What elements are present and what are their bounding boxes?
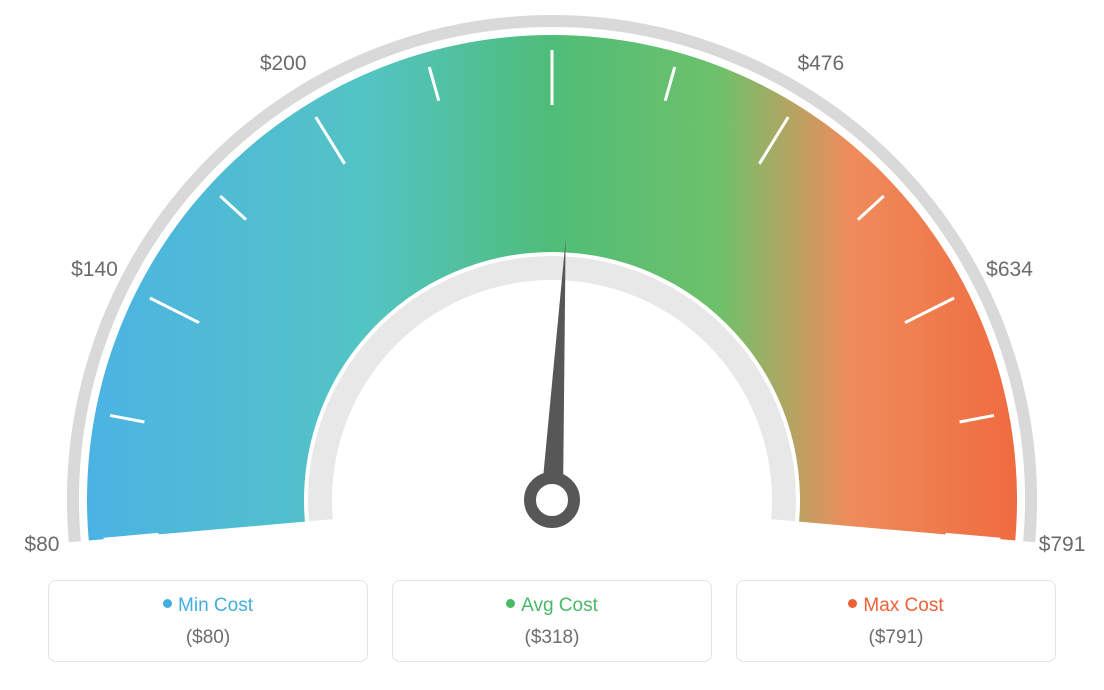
legend-card-min: Min Cost ($80) <box>48 580 368 662</box>
cost-gauge-chart: $80$140$200$318$476$634$791 Min Cost ($8… <box>0 0 1104 690</box>
legend-dot-max <box>848 599 857 608</box>
gauge-area: $80$140$200$318$476$634$791 <box>0 0 1104 560</box>
legend-label-avg: Avg Cost <box>521 595 598 616</box>
legend-card-max: Max Cost ($791) <box>736 580 1056 662</box>
legend-title-min: Min Cost <box>57 595 359 617</box>
legend-dot-avg <box>506 599 515 608</box>
gauge-tick-label: $80 <box>24 533 59 557</box>
legend-value-max: ($791) <box>745 627 1047 649</box>
legend-value-min: ($80) <box>57 627 359 649</box>
legend-value-avg: ($318) <box>401 627 703 649</box>
legend-card-avg: Avg Cost ($318) <box>392 580 712 662</box>
gauge-svg <box>0 0 1104 560</box>
legend-title-avg: Avg Cost <box>401 595 703 617</box>
gauge-tick-label: $140 <box>71 258 118 282</box>
gauge-tick-label: $476 <box>797 52 844 76</box>
gauge-tick-label: $200 <box>260 52 307 76</box>
legend-dot-min <box>163 599 172 608</box>
legend-title-max: Max Cost <box>745 595 1047 617</box>
legend-label-min: Min Cost <box>178 595 253 616</box>
legend-label-max: Max Cost <box>863 595 943 616</box>
gauge-tick-label: $791 <box>1039 533 1086 557</box>
gauge-tick-label: $634 <box>986 258 1033 282</box>
legend-row: Min Cost ($80) Avg Cost ($318) Max Cost … <box>48 580 1056 662</box>
